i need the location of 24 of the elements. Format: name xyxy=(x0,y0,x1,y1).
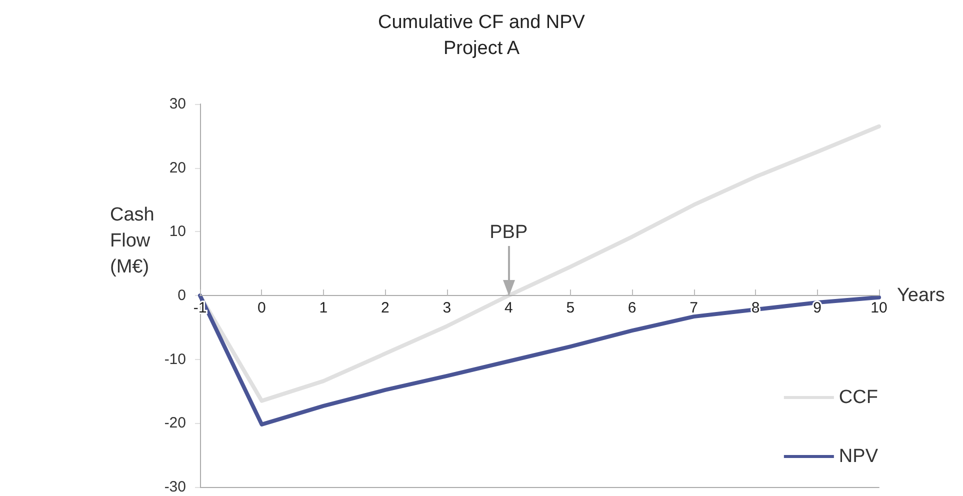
x-tick-label: 2 xyxy=(381,300,390,316)
x-tick-label: 3 xyxy=(442,300,452,316)
chart-title: Cumulative CF and NPV xyxy=(378,12,586,33)
chart-subtitle: Project A xyxy=(443,38,520,59)
x-tick-label: 1 xyxy=(319,300,328,316)
annotation: PBP xyxy=(490,222,528,244)
y-tick-label: -10 xyxy=(164,350,186,368)
legend-label: CCF xyxy=(838,387,878,408)
x-tick-label: 6 xyxy=(628,300,636,316)
legend-label: NPV xyxy=(838,446,878,467)
y-tick-label: -20 xyxy=(164,414,186,432)
x-tick-label: 9 xyxy=(813,300,822,316)
y-tick-label: 20 xyxy=(169,159,186,176)
x-tick-label: 0 xyxy=(258,300,266,316)
x-tick-label: 4 xyxy=(504,300,513,316)
y-tick-label: -30 xyxy=(164,478,186,496)
x-tick-label: 10 xyxy=(870,300,888,316)
x-axis-title: Years xyxy=(897,285,945,306)
y-axis-title: Cash Flow (M€) xyxy=(110,204,154,278)
y-tick-label: 10 xyxy=(169,223,186,240)
x-tick-label: 5 xyxy=(566,300,575,316)
x-tick-label: 7 xyxy=(690,300,698,316)
y-tick-label: 30 xyxy=(169,96,186,112)
y-tick-label: 0 xyxy=(178,287,186,304)
